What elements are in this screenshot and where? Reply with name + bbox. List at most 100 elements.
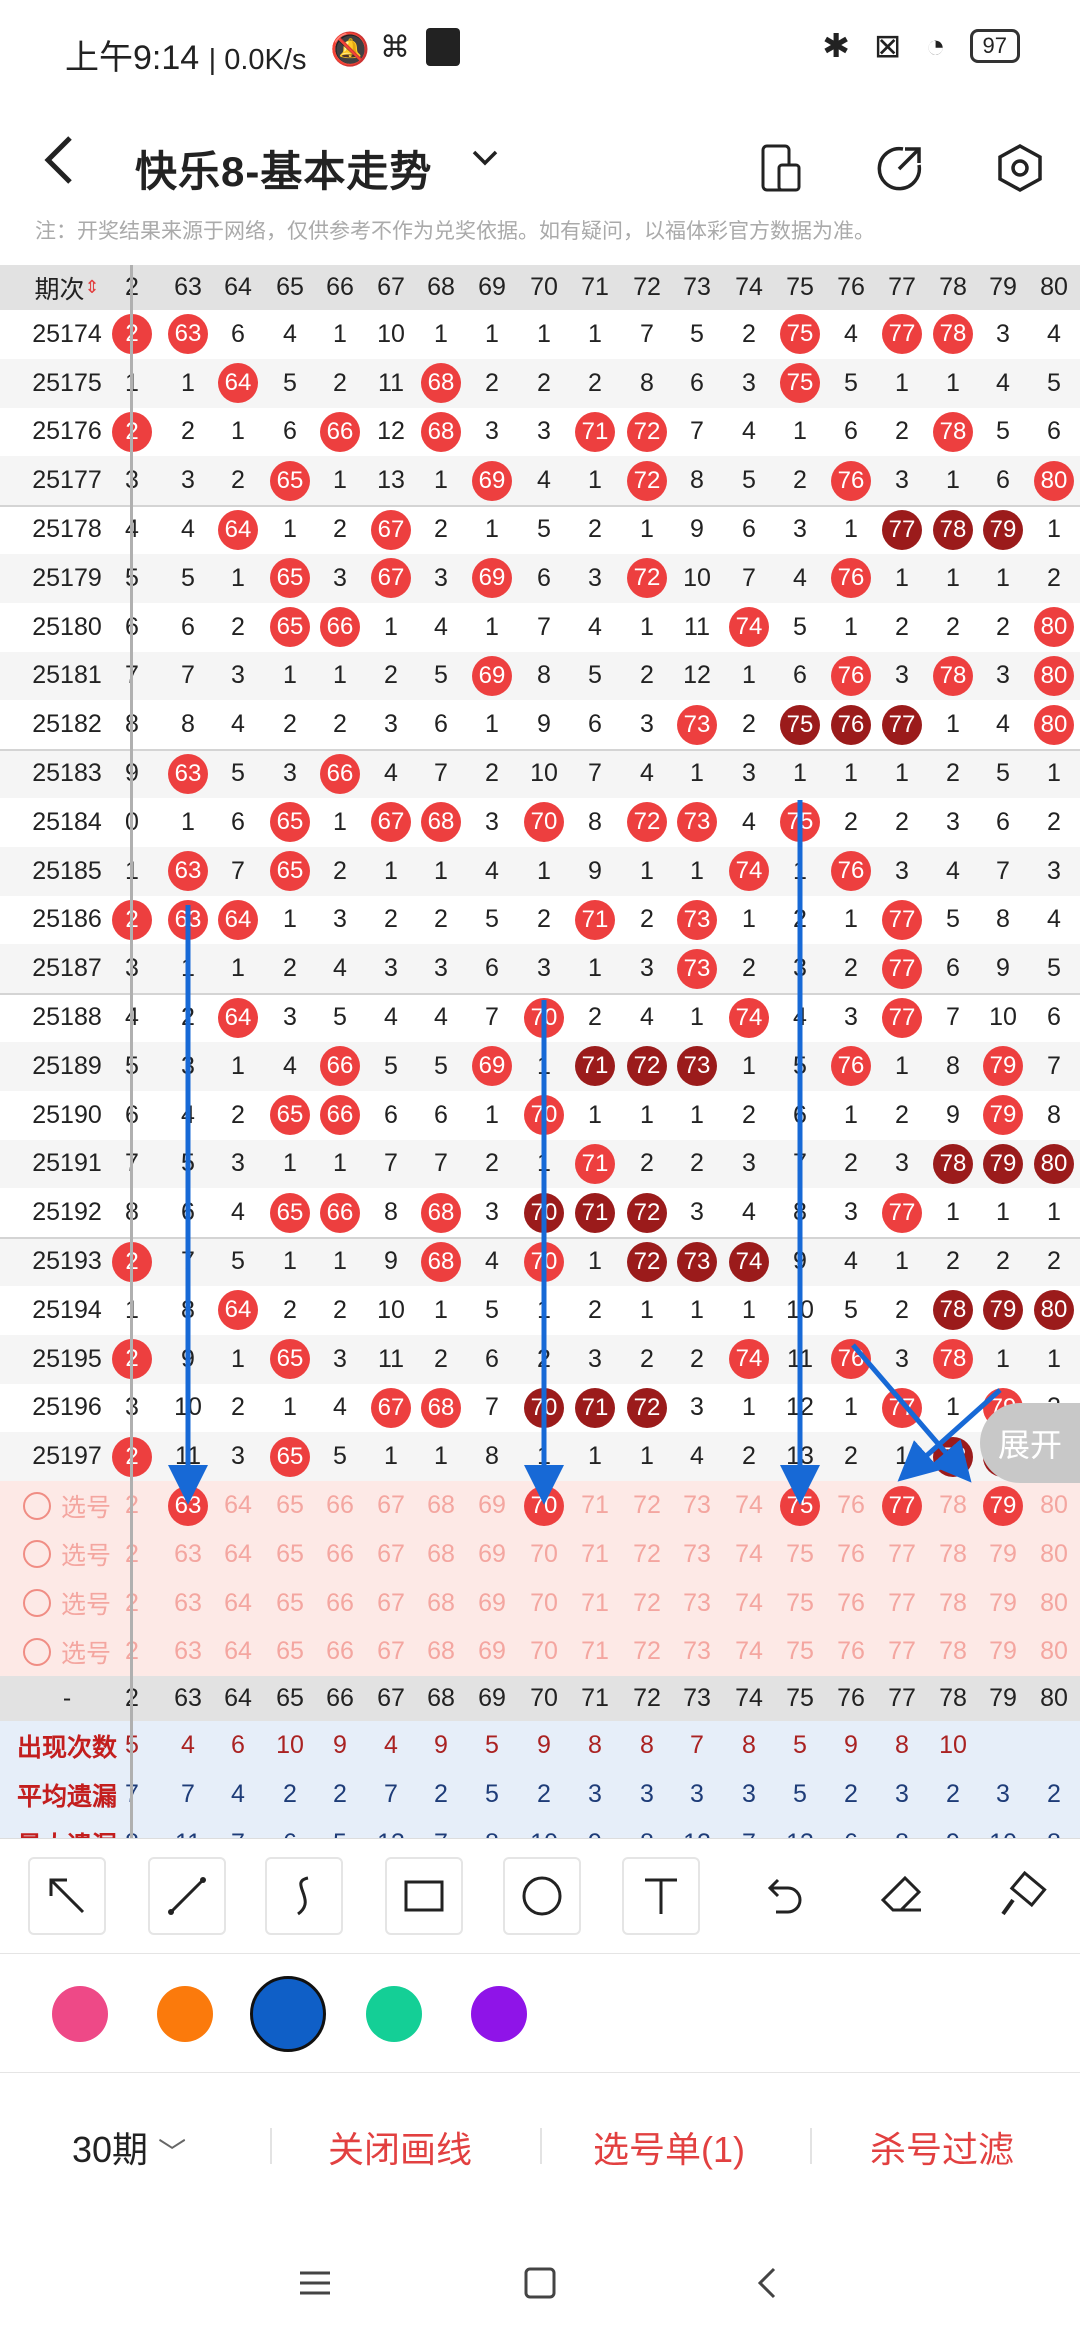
- pick-option[interactable]: 73: [683, 1588, 711, 1617]
- number-ball[interactable]: 70: [524, 1485, 564, 1526]
- number-ball[interactable]: 77: [882, 1485, 922, 1526]
- pick-option[interactable]: 63: [174, 1637, 202, 1666]
- pick-option[interactable]: 79: [989, 1637, 1017, 1666]
- pick-option[interactable]: 73: [683, 1637, 711, 1666]
- eraser-icon[interactable]: [862, 1857, 940, 1935]
- pick-option[interactable]: 67: [377, 1637, 405, 1666]
- share-icon[interactable]: [870, 138, 930, 198]
- pick-option[interactable]: 76: [837, 1637, 865, 1666]
- home-icon[interactable]: [515, 2258, 565, 2308]
- pick-option[interactable]: 69: [478, 1637, 506, 1666]
- pick-row[interactable]: 选号2636465666768697071727374757677787980: [0, 1578, 1080, 1628]
- chevron-down-icon[interactable]: [470, 140, 500, 182]
- pick-option[interactable]: 65: [276, 1539, 304, 1568]
- radio-circle-icon[interactable]: [22, 1540, 51, 1569]
- number-ball[interactable]: 63: [168, 1485, 208, 1526]
- pick-option[interactable]: 72: [633, 1491, 661, 1520]
- pick-option[interactable]: 71: [581, 1637, 609, 1666]
- picked-ball[interactable]: 75: [775, 1481, 825, 1530]
- trend-grid[interactable]: 期次⇕2636465666768697071727374757677787980…: [0, 265, 1080, 1838]
- pick-row[interactable]: 选号2636465666768697071727374757677787980: [0, 1481, 1080, 1530]
- pick-option[interactable]: 63: [174, 1539, 202, 1568]
- text-icon[interactable]: [622, 1857, 700, 1935]
- pick-option[interactable]: 68: [427, 1588, 455, 1617]
- pick-option[interactable]: 79: [989, 1539, 1017, 1568]
- period-selector[interactable]: 30期 ﹀: [72, 2129, 187, 2170]
- pick-option[interactable]: 78: [939, 1637, 967, 1666]
- pick-option[interactable]: 72: [633, 1637, 661, 1666]
- pick-label[interactable]: 选号: [7, 1628, 127, 1677]
- pick-list-button[interactable]: 选号单(1): [593, 2129, 745, 2170]
- brush-icon[interactable]: [982, 1857, 1060, 1935]
- pick-option[interactable]: 64: [224, 1491, 252, 1520]
- pick-option[interactable]: 68: [427, 1539, 455, 1568]
- pick-label[interactable]: 选号: [7, 1481, 127, 1530]
- color-swatch[interactable]: [250, 1976, 326, 2052]
- pick-option[interactable]: 66: [326, 1491, 354, 1520]
- undo-icon[interactable]: [743, 1857, 821, 1935]
- pick-option[interactable]: 75: [786, 1637, 814, 1666]
- pick-option[interactable]: 71: [581, 1539, 609, 1568]
- pick-option[interactable]: 77: [888, 1588, 916, 1617]
- pick-option[interactable]: 72: [633, 1588, 661, 1617]
- pick-option[interactable]: 66: [326, 1539, 354, 1568]
- pick-option[interactable]: 74: [735, 1588, 763, 1617]
- pick-option[interactable]: 78: [939, 1588, 967, 1617]
- pick-option[interactable]: 80: [1040, 1539, 1068, 1568]
- close-line-button[interactable]: 关闭画线: [328, 2129, 473, 2170]
- pick-option[interactable]: 78: [939, 1539, 967, 1568]
- pick-option[interactable]: 79: [989, 1588, 1017, 1617]
- pick-option[interactable]: 69: [478, 1588, 506, 1617]
- line-icon[interactable]: [148, 1857, 226, 1935]
- color-swatch[interactable]: [52, 1986, 108, 2042]
- pick-option[interactable]: 74: [735, 1491, 763, 1520]
- pick-option[interactable]: 69: [478, 1491, 506, 1520]
- circle-icon[interactable]: [503, 1857, 581, 1935]
- sort-icon[interactable]: ⇕: [84, 277, 100, 297]
- pick-option[interactable]: 66: [326, 1637, 354, 1666]
- pick-option[interactable]: 70: [530, 1539, 558, 1568]
- pick-option[interactable]: 63: [174, 1588, 202, 1617]
- expand-button[interactable]: 展开: [980, 1403, 1080, 1483]
- radio-circle-icon[interactable]: [22, 1589, 51, 1618]
- back-arrow-icon[interactable]: [40, 130, 100, 210]
- color-swatch[interactable]: [471, 1986, 527, 2042]
- pick-option[interactable]: 74: [735, 1539, 763, 1568]
- pick-option[interactable]: 70: [530, 1588, 558, 1617]
- pick-option[interactable]: 72: [633, 1539, 661, 1568]
- picked-ball[interactable]: 79: [978, 1481, 1028, 1530]
- pick-option[interactable]: 65: [276, 1637, 304, 1666]
- pick-option[interactable]: 74: [735, 1637, 763, 1666]
- menu-icon[interactable]: [290, 2258, 340, 2308]
- pick-option[interactable]: 64: [224, 1637, 252, 1666]
- pick-option[interactable]: 67: [377, 1588, 405, 1617]
- radio-circle-icon[interactable]: [22, 1491, 51, 1520]
- pick-label[interactable]: 选号: [7, 1530, 127, 1579]
- select-arrow-icon[interactable]: [28, 1857, 106, 1935]
- pick-option[interactable]: 68: [427, 1491, 455, 1520]
- pick-row[interactable]: 选号2636465666768697071727374757677787980: [0, 1627, 1080, 1677]
- kill-filter-button[interactable]: 杀号过滤: [870, 2129, 1015, 2170]
- pick-option[interactable]: 65: [276, 1491, 304, 1520]
- rectangle-icon[interactable]: [385, 1857, 463, 1935]
- radio-circle-icon[interactable]: [22, 1637, 51, 1666]
- pick-option[interactable]: 80: [1040, 1588, 1068, 1617]
- page-title[interactable]: 快乐8-基本走势: [135, 148, 433, 195]
- pick-option[interactable]: 76: [837, 1491, 865, 1520]
- pick-option[interactable]: 67: [377, 1539, 405, 1568]
- pick-option[interactable]: 70: [530, 1637, 558, 1666]
- issue-column-header[interactable]: 期次 ⇕: [34, 275, 100, 304]
- pick-option[interactable]: 80: [1040, 1637, 1068, 1666]
- color-swatch[interactable]: [366, 1986, 422, 2042]
- pick-row[interactable]: 选号2636465666768697071727374757677787980: [0, 1530, 1080, 1579]
- pick-option[interactable]: 76: [837, 1539, 865, 1568]
- pick-option[interactable]: 78: [939, 1491, 967, 1520]
- curve-icon[interactable]: [265, 1857, 343, 1935]
- picked-ball[interactable]: 70: [519, 1481, 569, 1530]
- pick-option[interactable]: 64: [224, 1588, 252, 1617]
- pick-option[interactable]: 65: [276, 1588, 304, 1617]
- pick-option[interactable]: 73: [683, 1491, 711, 1520]
- pick-option[interactable]: 69: [478, 1539, 506, 1568]
- picked-ball[interactable]: 77: [877, 1481, 927, 1530]
- back-icon[interactable]: [742, 2258, 792, 2308]
